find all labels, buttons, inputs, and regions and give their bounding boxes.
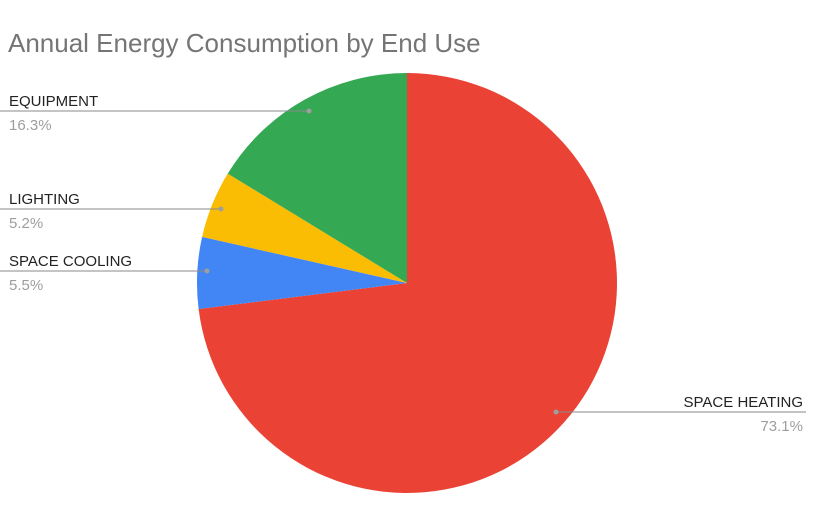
leader-lines	[0, 108, 806, 415]
pie-slice-equipment	[227, 73, 407, 283]
pie-slice-space-heating	[198, 73, 617, 493]
leader-dot-equipment	[306, 108, 312, 114]
chart-title: Annual Energy Consumption by End Use	[8, 28, 481, 58]
pie-slices	[197, 73, 617, 493]
slice-percent-space-cooling: 5.5%	[9, 277, 43, 294]
slice-labels: SPACE HEATING 73.1% SPACE COOLING 5.5% LIGHT…	[9, 93, 803, 435]
pie-slice-lighting	[202, 173, 407, 283]
pie-slice-space-cooling	[197, 236, 407, 309]
slice-percent-equipment: 16.3%	[9, 117, 52, 134]
leader-dot-lighting	[218, 206, 224, 212]
slice-label-equipment: EQUIPMENT	[9, 93, 98, 110]
leader-dot-space-cooling	[204, 268, 210, 274]
slice-label-space-cooling: SPACE COOLING	[9, 253, 132, 270]
slice-label-lighting: LIGHTING	[9, 191, 80, 208]
slice-label-space-heating: SPACE HEATING	[684, 394, 803, 411]
slice-percent-lighting: 5.2%	[9, 215, 43, 232]
leader-dot-space-heating	[553, 409, 559, 415]
slice-percent-space-heating: 73.1%	[760, 418, 803, 435]
